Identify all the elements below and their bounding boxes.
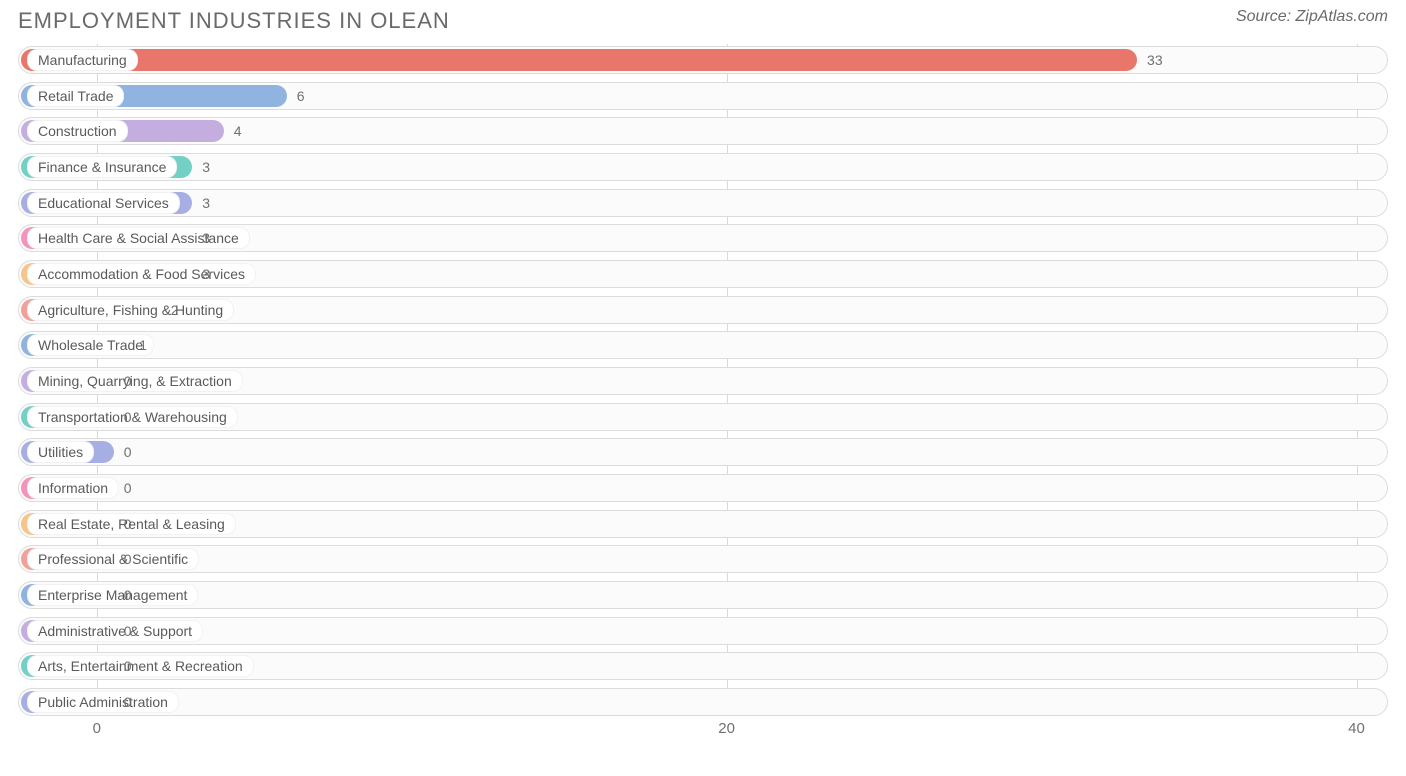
bar-row: Health Care & Social Assistance3 <box>18 224 1388 252</box>
bar-label: Finance & Insurance <box>27 156 177 178</box>
bar-fill: Manufacturing <box>21 49 1137 71</box>
bar-row: Real Estate, Rental & Leasing 0 <box>18 510 1388 538</box>
bar-value: 3 <box>202 230 210 246</box>
bar-fill: Construction <box>21 120 224 142</box>
bar-fill: Accommodation & Food Services <box>21 263 192 285</box>
x-tick: 40 <box>1348 720 1365 737</box>
bar-value: 0 <box>124 658 132 674</box>
bar-value: 0 <box>124 409 132 425</box>
bar-fill: Real Estate, Rental & Leasing <box>21 513 114 535</box>
bar-row: Mining, Quarrying, & Extraction0 <box>18 367 1388 395</box>
bar-label: Arts, Entertainment & Recreation <box>27 655 254 677</box>
bar-label: Wholesale Trade <box>27 334 154 356</box>
bar-label: Health Care & Social Assistance <box>27 227 250 249</box>
bar-label: Agriculture, Fishing & Hunting <box>27 299 234 321</box>
bar-row: Arts, Entertainment & Recreation0 <box>18 652 1388 680</box>
bar-label: Enterprise Management <box>27 584 198 606</box>
bar-row: Wholesale Trade1 <box>18 331 1388 359</box>
bar-fill: Retail Trade <box>21 85 287 107</box>
bar-label: Transportation & Warehousing <box>27 406 238 428</box>
bar-fill: Finance & Insurance <box>21 156 192 178</box>
x-tick: 0 <box>93 720 101 737</box>
bar-value: 3 <box>202 159 210 175</box>
x-tick: 20 <box>718 720 735 737</box>
bar-value: 1 <box>139 337 147 353</box>
bar-label: Educational Services <box>27 192 180 214</box>
bar-value: 2 <box>171 302 179 318</box>
bar-row: Agriculture, Fishing & Hunting2 <box>18 296 1388 324</box>
bar-label: Construction <box>27 120 128 142</box>
bar-fill: Health Care & Social Assistance <box>21 227 192 249</box>
bar-value: 0 <box>124 587 132 603</box>
bar-value: 0 <box>124 373 132 389</box>
bar-fill: Transportation & Warehousing <box>21 406 114 428</box>
bar-label: Utilities <box>27 441 94 463</box>
bar-row: Public Administration0 <box>18 688 1388 716</box>
bar-value: 33 <box>1147 52 1163 68</box>
bar-row: Construction 4 <box>18 117 1388 145</box>
bar-value: 0 <box>124 694 132 710</box>
bar-row: Professional & Scientific0 <box>18 545 1388 573</box>
bar-row: Information 0 <box>18 474 1388 502</box>
bars-container: Manufacturing33Retail Trade6Construction… <box>18 44 1388 716</box>
bar-row: Transportation & Warehousing0 <box>18 403 1388 431</box>
bar-value: 3 <box>202 266 210 282</box>
bar-row: Utilities 0 <box>18 438 1388 466</box>
bar-label: Information <box>27 477 119 499</box>
bar-fill: Educational Services <box>21 192 192 214</box>
bar-row: Educational Services 3 <box>18 189 1388 217</box>
bar-row: Finance & Insurance 3 <box>18 153 1388 181</box>
chart-source: Source: ZipAtlas.com <box>1236 8 1388 26</box>
bar-fill: Professional & Scientific <box>21 548 114 570</box>
bar-row: Manufacturing 33 <box>18 46 1388 74</box>
bar-label: Professional & Scientific <box>27 548 199 570</box>
chart-title: EMPLOYMENT INDUSTRIES IN OLEAN <box>18 8 450 34</box>
chart-area: Manufacturing33Retail Trade6Construction… <box>18 44 1388 744</box>
bar-row: Accommodation & Food Services3 <box>18 260 1388 288</box>
bar-fill: Wholesale Trade <box>21 334 129 356</box>
bar-fill: Agriculture, Fishing & Hunting <box>21 299 161 321</box>
bar-fill: Administrative & Support <box>21 620 114 642</box>
bar-label: Accommodation & Food Services <box>27 263 256 285</box>
bar-row: Enterprise Management0 <box>18 581 1388 609</box>
bar-label: Public Administration <box>27 691 179 713</box>
bar-fill: Arts, Entertainment & Recreation <box>21 655 114 677</box>
bar-value: 4 <box>234 123 242 139</box>
bar-fill: Utilities <box>21 441 114 463</box>
bar-label: Retail Trade <box>27 85 124 107</box>
bar-fill: Enterprise Management <box>21 584 114 606</box>
bar-value: 0 <box>124 480 132 496</box>
bar-value: 6 <box>297 88 305 104</box>
bar-fill: Public Administration <box>21 691 114 713</box>
bar-label: Mining, Quarrying, & Extraction <box>27 370 243 392</box>
chart-header: EMPLOYMENT INDUSTRIES IN OLEAN Source: Z… <box>0 0 1406 38</box>
bar-label: Administrative & Support <box>27 620 203 642</box>
bar-value: 0 <box>124 551 132 567</box>
bar-fill: Information <box>21 477 114 499</box>
bar-fill: Mining, Quarrying, & Extraction <box>21 370 114 392</box>
bar-value: 0 <box>124 623 132 639</box>
bar-label: Manufacturing <box>27 49 138 71</box>
bar-row: Administrative & Support0 <box>18 617 1388 645</box>
bar-value: 0 <box>124 444 132 460</box>
x-axis: 0 20 40 <box>18 716 1388 744</box>
bar-value: 3 <box>202 195 210 211</box>
bar-row: Retail Trade 6 <box>18 82 1388 110</box>
bar-value: 0 <box>124 516 132 532</box>
